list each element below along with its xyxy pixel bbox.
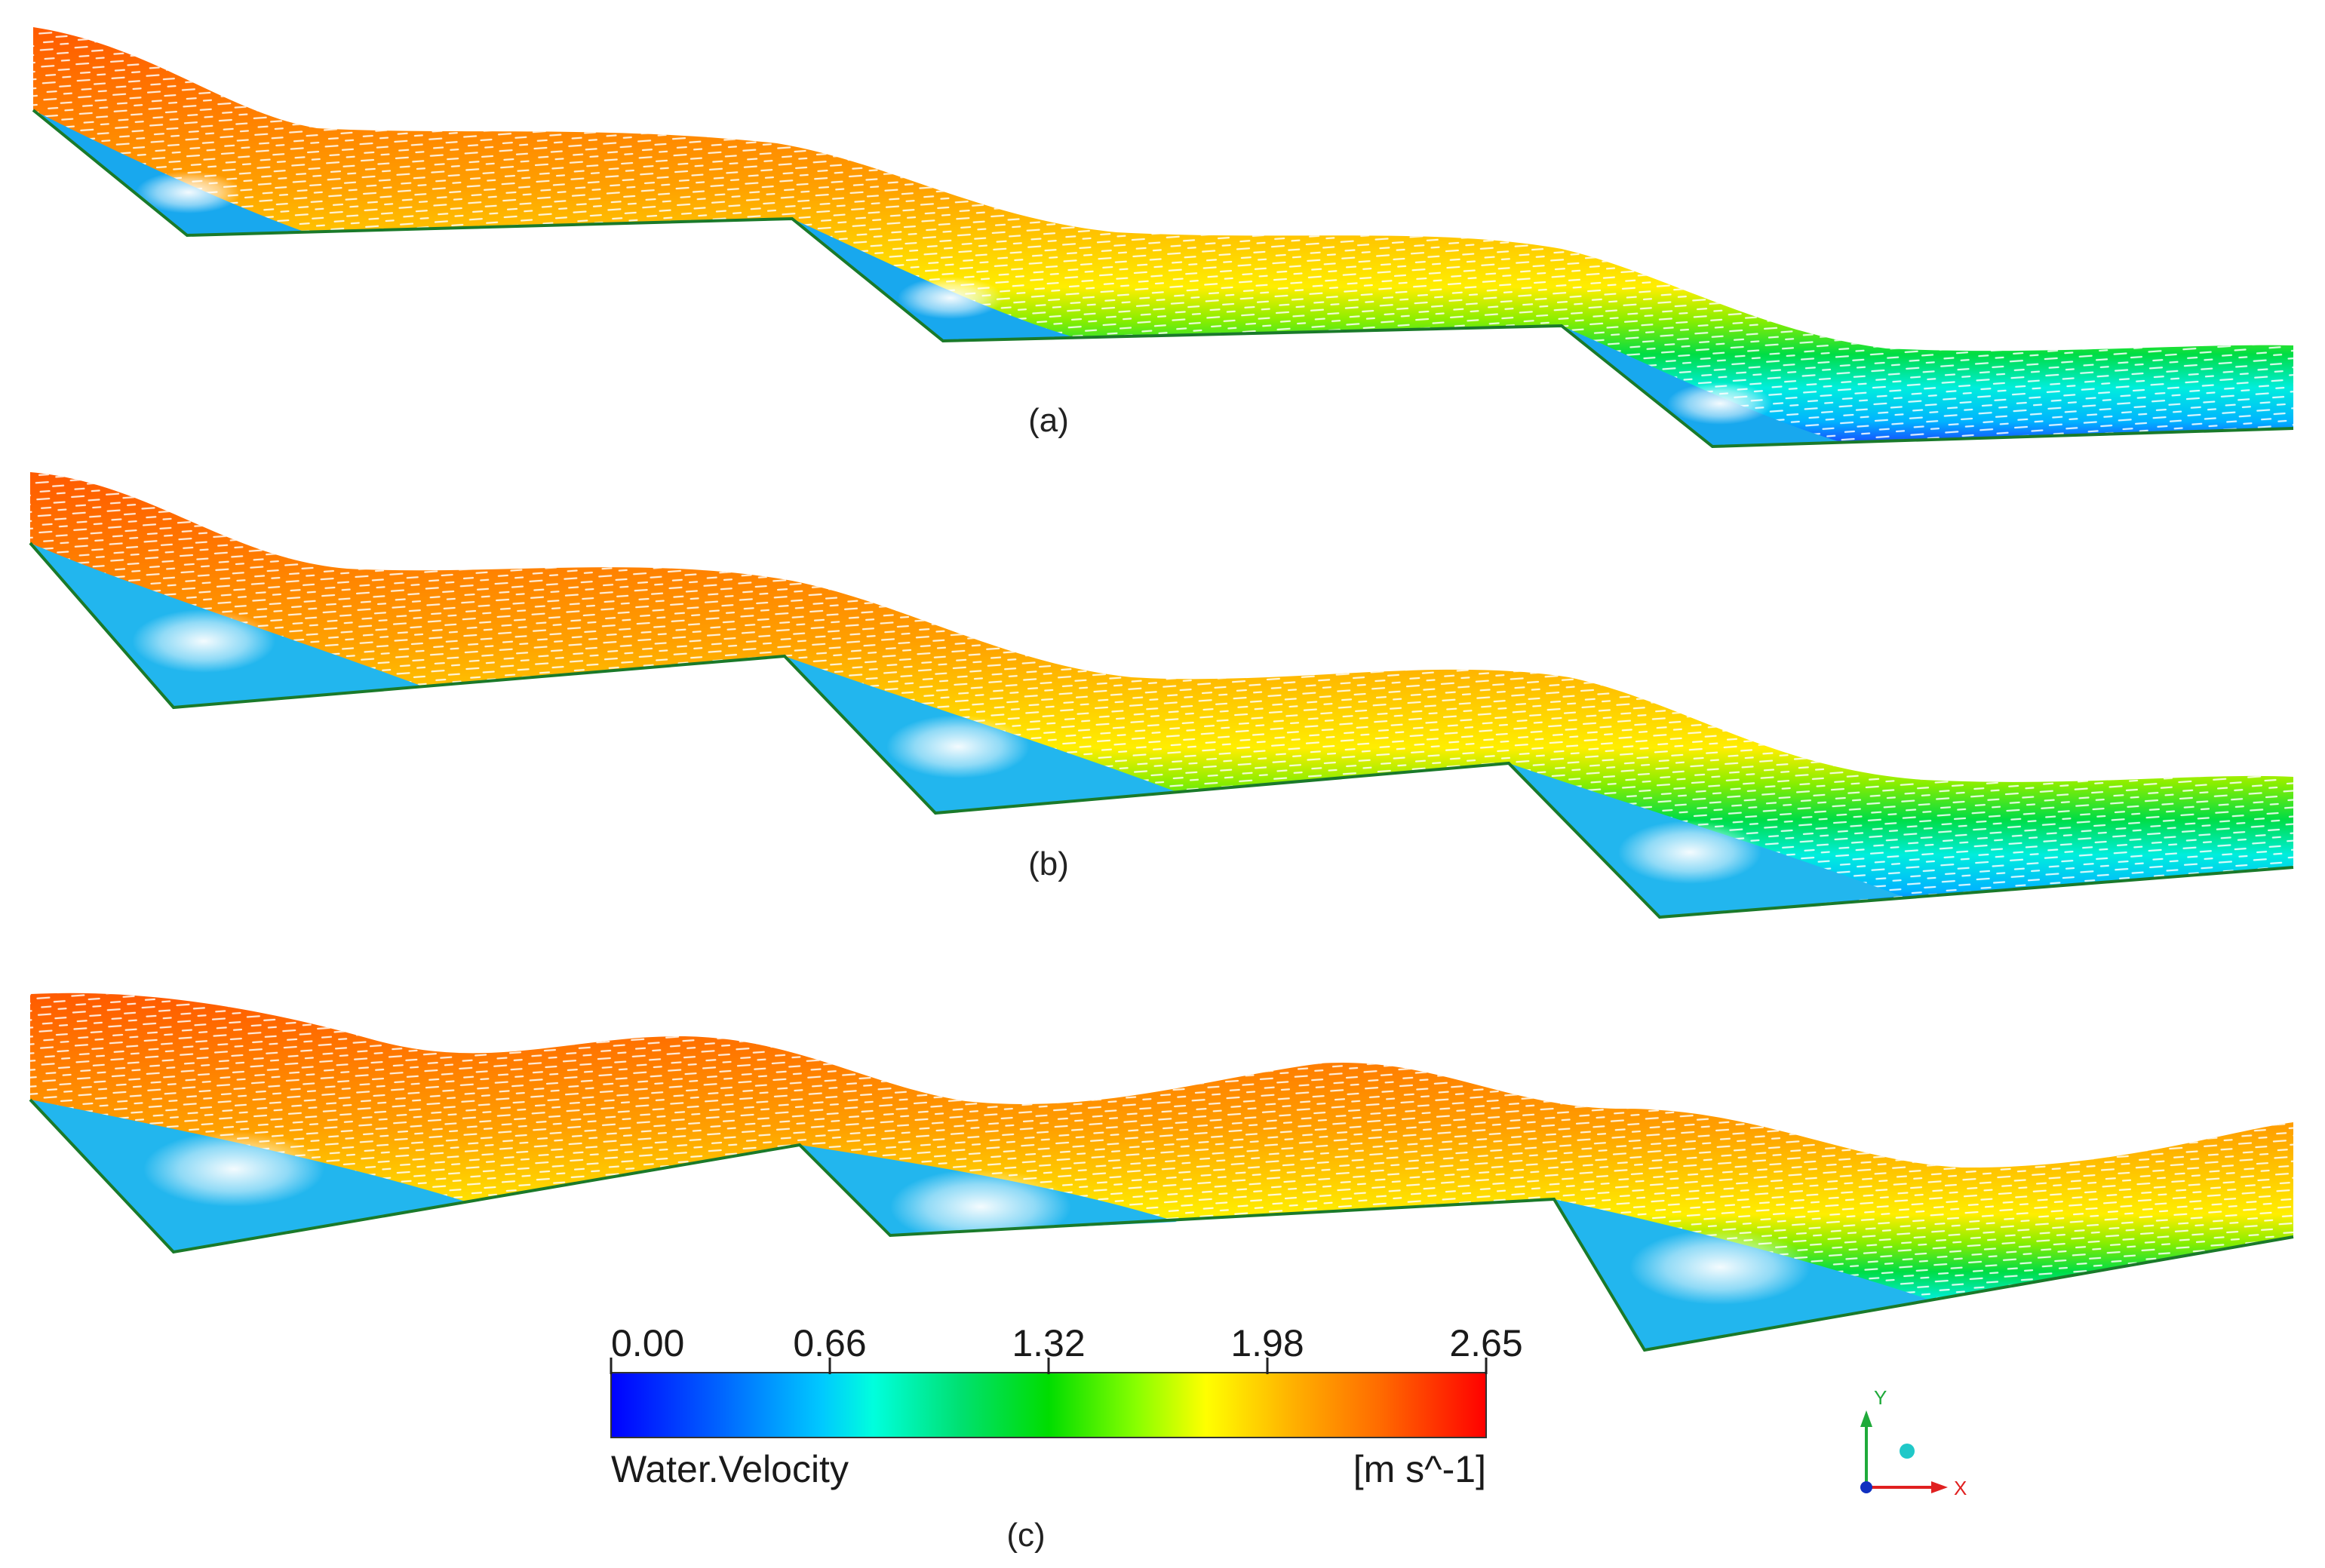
- z-axis-dot-icon: [1860, 1481, 1872, 1493]
- panel-a-vortex-1: [136, 171, 241, 213]
- panel-c-vortex-3: [1629, 1229, 1811, 1305]
- panel-c-label: (c): [1006, 1517, 1045, 1554]
- legend-tick-label: 0.00: [611, 1322, 684, 1364]
- panel-b-vortex-1: [132, 609, 275, 673]
- legend-variable-name: Water.Velocity: [611, 1448, 849, 1490]
- axis-triad: Y X: [1860, 1386, 1967, 1499]
- panel-a-label: (a): [1028, 402, 1069, 439]
- legend-tick-label: 1.98: [1230, 1322, 1304, 1364]
- panel-c-vortex-2: [890, 1169, 1071, 1244]
- panel-a-bed-line: [32, 109, 2294, 449]
- legend-tick-marks: [610, 1358, 1488, 1374]
- panel-b-label: (b): [1028, 845, 1069, 882]
- panel-c-bed-line: [29, 1098, 2294, 1352]
- panel-a-vectors: [33, 27, 2293, 446]
- panel-b-flow: (b): [29, 472, 2294, 919]
- x-axis-label: X: [1954, 1477, 1967, 1499]
- x-axis-arrow-icon: [1931, 1481, 1948, 1493]
- triad-marker-dot-icon: [1900, 1444, 1915, 1459]
- panel-a-flow: (a): [32, 27, 2294, 449]
- legend-color-bar: [610, 1372, 1487, 1438]
- velocity-legend: 0.00 0.66 1.32 1.98 2.65 Water.Velocity …: [610, 1322, 1523, 1490]
- panel-b-vortex-2: [886, 715, 1030, 778]
- legend-tick-label: 0.66: [793, 1322, 866, 1364]
- panel-a-vortex-3: [1667, 382, 1773, 425]
- y-axis-label: Y: [1874, 1386, 1887, 1409]
- panel-c-flow: (c): [29, 993, 2294, 1554]
- panel-b-vortex-3: [1618, 821, 1761, 884]
- panel-a-vortex-2: [898, 277, 1003, 319]
- legend-units: [m s^-1]: [1353, 1448, 1486, 1490]
- panel-b-bed-line: [29, 542, 2294, 919]
- panel-b-vectors: [30, 472, 2293, 917]
- legend-tick-label: 1.32: [1012, 1322, 1085, 1364]
- y-axis-arrow-icon: [1860, 1410, 1872, 1427]
- panel-c-vortex-1: [143, 1131, 324, 1207]
- legend-tick-label: 2.65: [1449, 1322, 1522, 1364]
